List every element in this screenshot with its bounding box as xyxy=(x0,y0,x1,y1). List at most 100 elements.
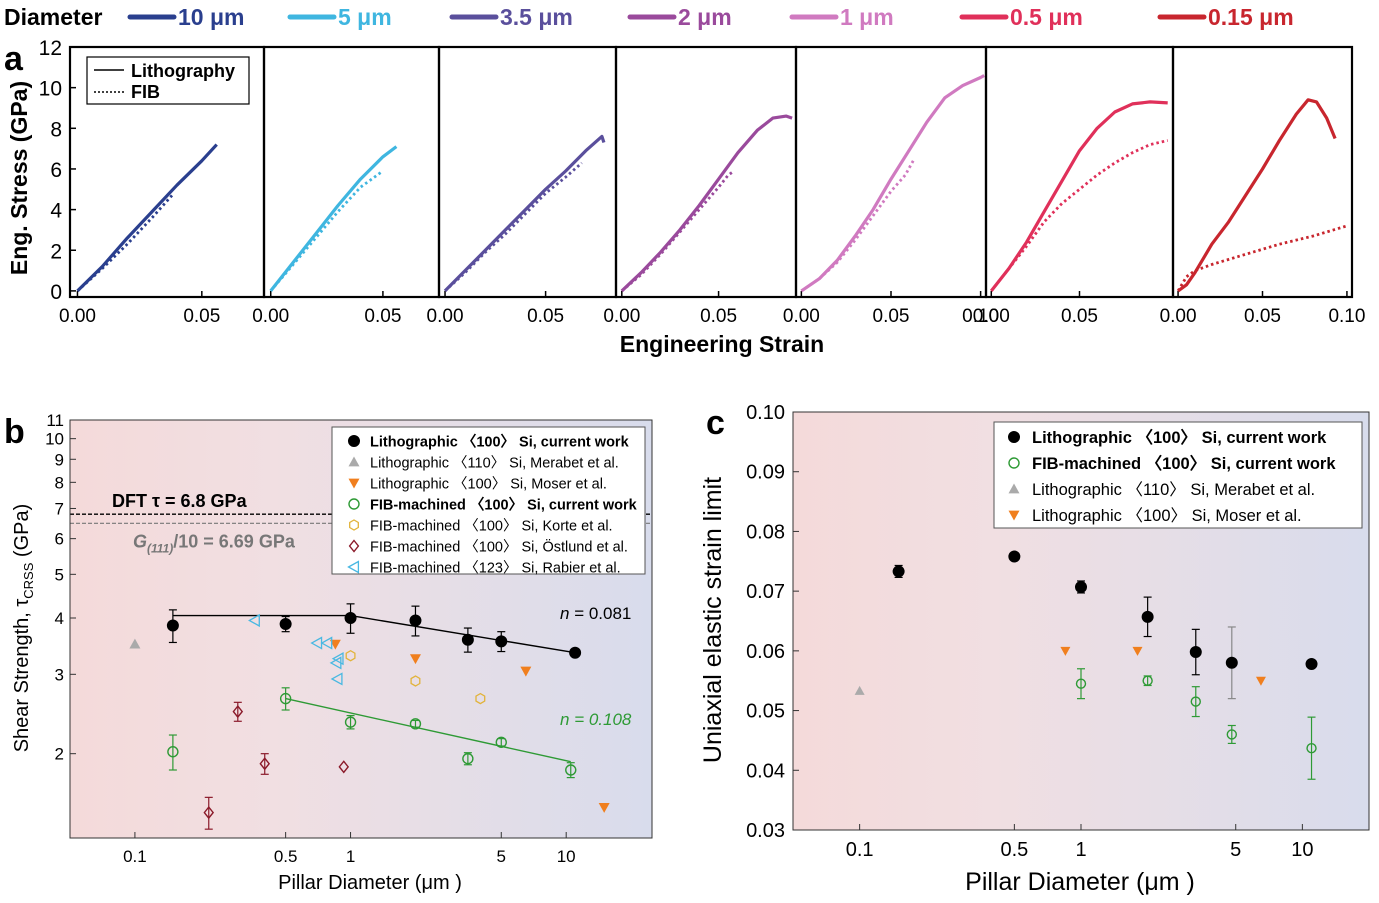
x-tick-label: 10 xyxy=(1291,839,1313,861)
series-litho_current xyxy=(892,550,1318,700)
y-tick-label: 7 xyxy=(55,499,64,518)
y-tick-label: 5 xyxy=(55,565,64,584)
diameter-legend-label: 3.5 μm xyxy=(500,4,573,30)
data-point xyxy=(248,613,260,628)
fib-curve xyxy=(990,139,1169,292)
data-point xyxy=(232,704,244,719)
panel-label-a: a xyxy=(4,40,24,78)
data-point xyxy=(1075,580,1087,593)
panel-b-y-label: Shear Strength, τCRSS (GPa) xyxy=(11,504,36,753)
data-point xyxy=(345,649,356,662)
panel-c-y-label: Uniaxial elastic strain limit xyxy=(699,477,727,763)
fit-label-fib: n = 0.108 xyxy=(560,710,632,729)
x-tick-label: 0.1 xyxy=(846,839,874,861)
y-tick-label: 0.05 xyxy=(746,701,785,723)
y-tick-label: 11 xyxy=(46,411,64,430)
fib-curve xyxy=(800,158,916,293)
y-tick-label: 0.07 xyxy=(746,581,785,603)
panel-a-y-tick-label: 0 xyxy=(50,281,62,304)
data-point xyxy=(348,539,360,553)
shear-modulus-subscript: (111) xyxy=(147,541,173,555)
data-point xyxy=(892,565,905,578)
panel-c-legend-label: Lithographic 〈100〉 Si, current work xyxy=(1032,428,1327,447)
diameter-legend-item: 10 μm xyxy=(127,4,245,30)
data-point xyxy=(279,617,292,630)
diameter-legend-item: 0.5 μm xyxy=(959,4,1083,30)
y-tick-label: 0.09 xyxy=(746,462,785,484)
panel-a-y-tick-label: 8 xyxy=(50,118,62,141)
data-point xyxy=(330,672,343,686)
panel-b-legend: Lithographic 〈100〉 Si, current work Litho… xyxy=(331,426,646,577)
shear-modulus-value: /10 = 6.69 GPa xyxy=(173,531,296,551)
y-tick-label: 2 xyxy=(55,745,64,764)
data-point xyxy=(495,635,508,648)
panel-b-x-label: Pillar Diameter (μm ) xyxy=(278,872,462,894)
data-point xyxy=(565,764,577,776)
data-point xyxy=(1008,483,1020,494)
data-point xyxy=(279,692,292,705)
data-point xyxy=(461,633,474,646)
x-tick-label: 0.10 xyxy=(1328,306,1365,327)
data-point xyxy=(320,636,333,650)
data-point xyxy=(329,656,342,670)
panel-c-legend: Lithographic 〈100〉 Si, current work FIB-m… xyxy=(993,421,1363,529)
panel-label-b: b xyxy=(4,413,25,451)
diameter-legend-label: 0.15 μm xyxy=(1208,4,1294,30)
diameter-legend: Diameter 10 μm 5 μm 3.5 μm 2 μm 1 μm 0.5 μm 0.… xyxy=(4,4,1294,30)
data-point xyxy=(259,757,271,771)
x-tick-label: 0.00 xyxy=(603,306,640,327)
panel-a-y-tick-label: 10 xyxy=(39,78,62,101)
stress-strain-subplot: 0.00 0.05 xyxy=(252,45,441,327)
diameter-legend-label: 0.5 μm xyxy=(1010,4,1083,30)
fit-line xyxy=(350,614,576,654)
data-point xyxy=(1008,431,1020,443)
x-tick-label: 0.00 xyxy=(783,306,820,327)
data-point xyxy=(475,692,486,705)
data-point xyxy=(409,614,422,627)
subplot-frame xyxy=(614,45,798,299)
data-point xyxy=(348,435,360,447)
lithography-curve xyxy=(76,143,218,293)
data-point xyxy=(1075,678,1087,689)
diameter-legend-item: 3.5 μm xyxy=(449,4,573,30)
line-style-legend: Lithography FIB xyxy=(86,56,250,105)
fib-curve xyxy=(444,161,583,292)
lithography-curve xyxy=(443,134,606,293)
y-tick-label: 6 xyxy=(55,530,64,549)
subplot-frame xyxy=(794,45,988,299)
lithography-curve xyxy=(620,114,793,293)
line-style-legend-box xyxy=(86,56,250,105)
data-point xyxy=(1190,696,1201,707)
data-point xyxy=(1008,550,1021,563)
fit-label-value: = 0.081 xyxy=(569,604,631,623)
y-tick-label: 0.08 xyxy=(746,521,785,543)
x-tick-label: 0.00 xyxy=(1160,306,1197,327)
diameter-legend-item: 2 μm xyxy=(627,4,732,30)
data-point xyxy=(1225,656,1238,669)
data-point xyxy=(495,736,507,748)
data-point xyxy=(410,675,421,687)
shear-modulus-reference-label: G(111)/10 = 6.69 GPa xyxy=(133,531,296,555)
data-point xyxy=(1008,510,1020,521)
lithography-curve xyxy=(800,74,985,293)
data-point xyxy=(348,456,360,467)
data-point xyxy=(1255,676,1266,686)
subplot-frame xyxy=(1171,45,1354,299)
lithography-label: Lithography xyxy=(131,61,235,81)
panel-c-frame xyxy=(792,411,1370,831)
fit-line xyxy=(285,697,571,763)
stress-strain-subplot: 0.00 0.05 xyxy=(59,45,266,327)
y-tick-label: 4 xyxy=(55,609,64,628)
diameter-legend-label: 5 μm xyxy=(338,4,392,30)
data-point xyxy=(1189,646,1202,659)
panel-a-x-label: Engineering Strain xyxy=(620,331,824,357)
series-fib_rabier xyxy=(248,613,344,686)
data-point xyxy=(338,760,350,774)
x-tick-label: 0.5 xyxy=(1000,839,1028,861)
data-point xyxy=(1142,675,1153,686)
x-tick-label: 5 xyxy=(497,847,506,866)
data-point xyxy=(349,519,359,531)
data-point xyxy=(344,612,357,625)
panel-b-legend-label: Lithographic 〈110〉 Si, Merabet et al. xyxy=(370,455,619,472)
